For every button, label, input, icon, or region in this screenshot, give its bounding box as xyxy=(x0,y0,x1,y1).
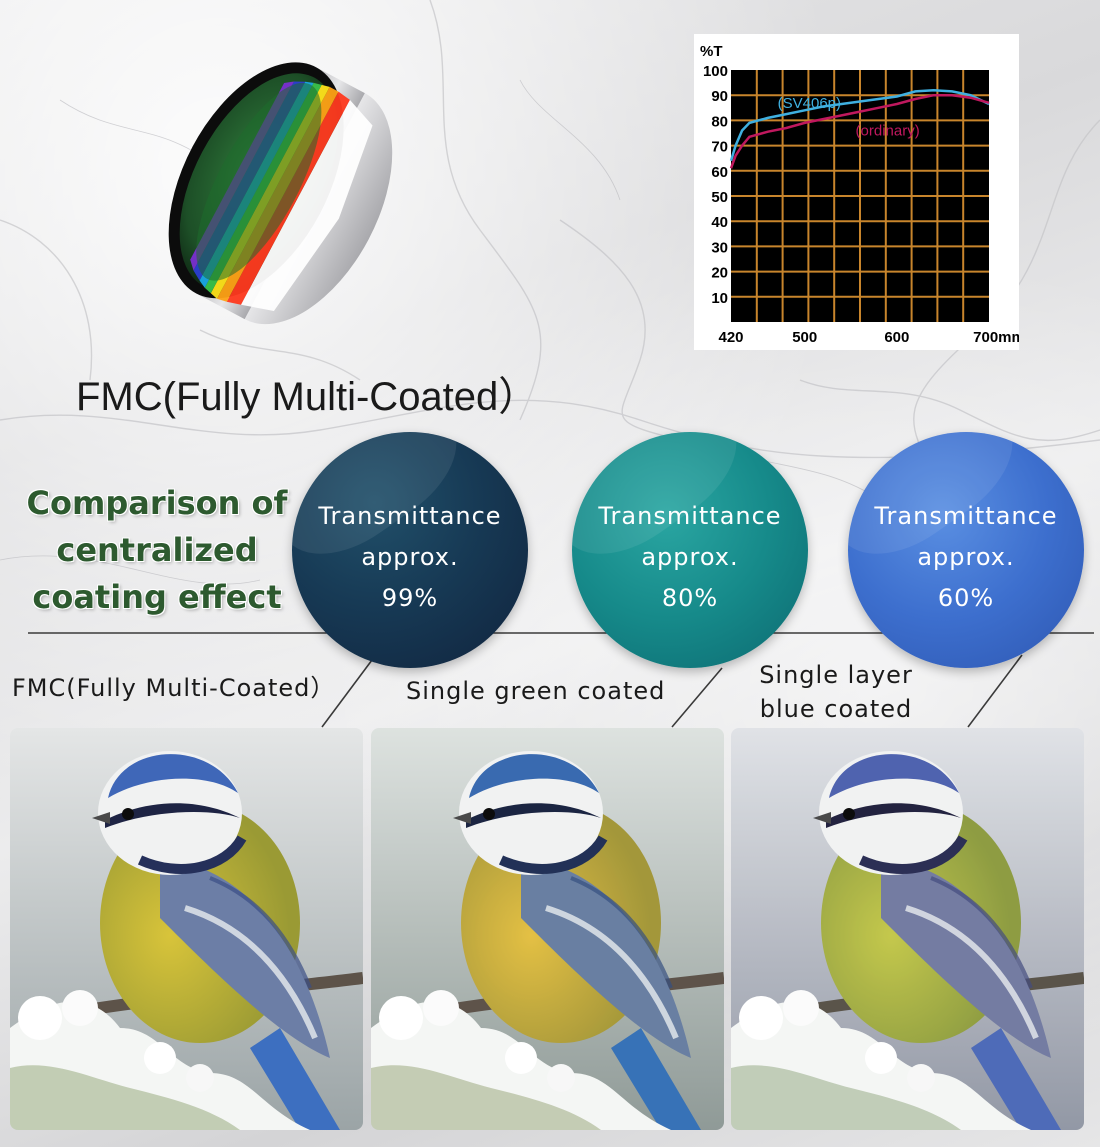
chart-y-tick-label: 60 xyxy=(711,164,728,181)
caption-single-blue-line2: blue coated xyxy=(759,695,913,723)
chart-x-tick-label: 600 xyxy=(884,329,909,346)
circle-blue-line1: Transmittance xyxy=(874,502,1058,530)
chart-y-tick-label: 10 xyxy=(711,290,728,307)
transmittance-chart: %T 10 20 30 40 50 60 70 80 90 100 420 500 600 700mm (S… xyxy=(694,34,1019,350)
comparison-heading-line-1: Comparison of xyxy=(26,484,288,522)
chart-series-label: (ordinary) xyxy=(856,123,920,140)
bird-illustration xyxy=(731,728,1084,1130)
fmc-title: FMC(Fully Multi-Coated） xyxy=(76,375,539,419)
chart-y-tick-label: 90 xyxy=(711,88,728,105)
caption-single-blue: Single layer blue coated xyxy=(736,658,936,726)
bird-photo-fmc xyxy=(10,728,363,1130)
chart-series-line xyxy=(729,88,990,162)
circle-blue-value: 60% xyxy=(937,584,995,612)
chart-y-tick-label: 40 xyxy=(711,214,728,231)
chart-x-tick-label: 700mm xyxy=(973,329,1019,346)
chart-series-label: (SV406p) xyxy=(778,95,841,112)
circle-blue-line2: approx. xyxy=(917,543,1015,571)
caption-single-green: Single green coated xyxy=(406,677,666,705)
bird-photo-single-blue xyxy=(731,728,1084,1130)
bird-illustration xyxy=(371,728,724,1130)
chart-series-line xyxy=(729,93,990,169)
circle-fmc-value: 99% xyxy=(381,584,439,612)
chart-x-tick-label: 500 xyxy=(792,329,817,346)
circle-blue-transmittance: Transmittance approx. 60% xyxy=(848,432,1084,668)
circle-fmc-line1: Transmittance xyxy=(318,502,502,530)
chart-y-tick-label: 50 xyxy=(711,189,728,206)
caption-fmc: FMC(Fully Multi-Coated） xyxy=(12,674,336,702)
circle-green-line1: Transmittance xyxy=(598,502,782,530)
comparison-heading: Comparison of centralized coating effect xyxy=(22,480,292,621)
chart-y-tick-label: 100 xyxy=(703,63,728,80)
circle-fmc-transmittance: Transmittance approx. 99% xyxy=(292,432,528,668)
transmittance-chart-svg: %T 10 20 30 40 50 60 70 80 90 100 420 500 600 700mm (S… xyxy=(700,43,1019,346)
circle-fmc-line2: approx. xyxy=(361,543,459,571)
comparison-heading-line-2: centralized xyxy=(56,531,258,569)
chart-y-tick-label: 80 xyxy=(711,113,728,130)
chart-y-tick-label: 20 xyxy=(711,265,728,282)
chart-y-tick-label: 30 xyxy=(711,239,728,256)
lens-illustration xyxy=(168,62,393,325)
chart-x-tick-label: 420 xyxy=(718,329,743,346)
comparison-heading-line-3: coating effect xyxy=(32,578,282,616)
circle-green-value: 80% xyxy=(661,584,719,612)
chart-ylabel: %T xyxy=(700,43,723,60)
chart-y-tick-label: 70 xyxy=(711,139,728,156)
bird-photo-single-green xyxy=(371,728,724,1130)
bird-illustration xyxy=(10,728,363,1130)
circle-green-line2: approx. xyxy=(641,543,739,571)
caption-single-blue-line1: Single layer xyxy=(759,661,913,689)
circle-green-transmittance: Transmittance approx. 80% xyxy=(572,432,808,668)
